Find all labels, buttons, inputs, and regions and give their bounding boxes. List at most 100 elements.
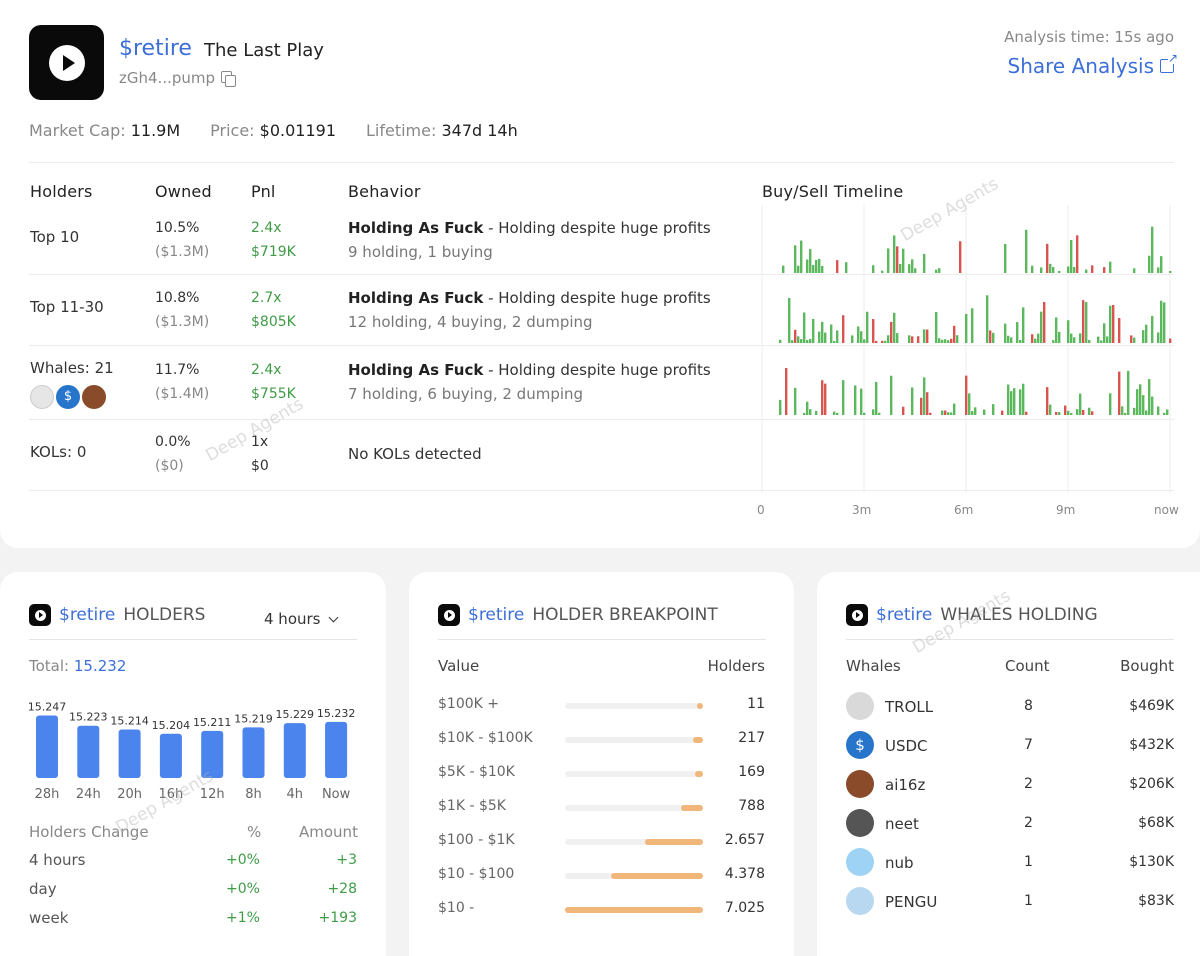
holders-bar — [242, 727, 265, 778]
timeline-bar — [1070, 412, 1073, 415]
nub-icon — [846, 848, 874, 876]
timeline-bar — [1004, 244, 1007, 273]
timeline-bar — [1151, 315, 1154, 343]
timeline-bar — [1151, 226, 1154, 273]
breakpoint-range: $1K - $5K — [438, 798, 506, 814]
timeline-bar — [836, 330, 839, 343]
timeline-bar — [1163, 302, 1166, 343]
timeline-bar — [1145, 410, 1148, 415]
breakpoint-count: 4.378 — [724, 866, 765, 882]
whale-count: 2 — [1024, 815, 1033, 831]
whale-count: 8 — [1024, 698, 1033, 714]
owned-usd: ($1.4M) — [155, 386, 210, 402]
timeline-bar — [923, 253, 926, 273]
bar-category-label: 16h — [159, 787, 184, 802]
whale-name: neet — [885, 815, 919, 833]
timeline-bar — [1157, 267, 1160, 273]
time-range-select[interactable]: 4 hours — [264, 610, 339, 628]
timeline-bar — [860, 331, 863, 343]
whale-name: ai16z — [885, 776, 926, 794]
timeline-bar — [899, 263, 902, 273]
behavior-whales: Holding As Fuck - Holding despite huge p… — [348, 358, 711, 406]
bar-category-label: 28h — [35, 787, 60, 802]
behavior-title: Holding As Fuck — [348, 289, 484, 307]
timeline-bar — [1055, 317, 1058, 343]
timeline-bar — [851, 335, 854, 343]
timeline-bar — [794, 329, 797, 343]
timeline-bar — [782, 265, 785, 273]
play-icon — [846, 604, 868, 626]
timeline-bar — [833, 340, 836, 343]
owned-usd: ($0) — [155, 458, 184, 474]
timeline-bar — [1130, 335, 1133, 343]
bar-value-label: 15.219 — [234, 712, 273, 725]
share-analysis-label: Share Analysis — [1007, 54, 1154, 78]
timeline-bar — [890, 375, 893, 415]
whale-avatars: $ — [30, 385, 106, 409]
timeline-bar — [1097, 336, 1100, 343]
holders-bar-chart: 15.247 28h 15.223 24h 15.214 20h 15.204 16h 15.2… — [28, 701, 356, 802]
timeline-bar — [968, 393, 971, 415]
change-amount: +28 — [327, 881, 357, 897]
token-ticker[interactable]: $retire — [119, 36, 192, 61]
timeline-bar — [836, 260, 839, 273]
timeline-bar — [1088, 407, 1091, 415]
pct-header: % — [247, 823, 262, 841]
timeline-bar — [1124, 412, 1127, 415]
breakpoint-bar-fill — [645, 839, 703, 845]
holders-total: Total: 15.232 — [29, 657, 126, 675]
timeline-bar — [1142, 330, 1145, 343]
timeline-bar — [812, 318, 815, 343]
share-analysis-link[interactable]: Share Analysis — [1007, 52, 1178, 78]
row-label-top10: Top 10 — [30, 228, 80, 246]
timeline-bar — [926, 329, 929, 343]
token-logo — [29, 25, 104, 100]
change-period: day — [29, 880, 57, 898]
timeline-tick: 6m — [954, 503, 974, 517]
timeline-bar — [1079, 393, 1082, 415]
timeline-bar — [1067, 320, 1070, 343]
holders-bar — [201, 730, 224, 778]
timeline-bar — [1109, 305, 1112, 343]
timeline-bar — [1058, 331, 1061, 343]
copy-icon[interactable] — [221, 70, 237, 87]
timeline-bar — [1163, 412, 1166, 415]
bar-value-label: 15.214 — [110, 715, 149, 728]
timeline-bar — [983, 409, 986, 415]
timeline-bar — [893, 235, 896, 273]
timeline-bar — [1019, 339, 1022, 343]
timeline-bar — [959, 241, 962, 273]
timeline-bar — [1133, 268, 1136, 273]
timeline-bar — [950, 412, 953, 415]
timeline-tick: 9m — [1056, 503, 1076, 517]
timeline-bar — [794, 387, 797, 415]
timeline-bar — [1148, 255, 1151, 273]
row-divider — [29, 345, 1174, 346]
timeline-bar — [1121, 406, 1124, 415]
timeline-bar — [1160, 300, 1163, 343]
breakpoint-bar-fill — [693, 737, 703, 743]
analysis-time: Analysis time: 15s ago — [1004, 28, 1174, 46]
timeline-bar — [1022, 307, 1025, 343]
timeline-bar — [1127, 370, 1130, 415]
timeline-bar — [1139, 384, 1142, 415]
breakpoint-bar-fill — [680, 805, 703, 811]
timeline-bar — [1010, 337, 1013, 343]
timeline-bar — [896, 333, 899, 343]
token-address[interactable]: zGh4...pump — [119, 69, 237, 87]
holders-card: $retire HOLDERS 4 hours Total: 15.232 15… — [0, 572, 386, 956]
breakpoint-bar-track — [565, 873, 703, 879]
owned-top11-30: 10.8% ($1.3M) — [155, 286, 209, 334]
card-ticker: $retire — [59, 605, 116, 625]
timeline-bar — [1142, 395, 1145, 415]
row-divider — [29, 490, 1174, 491]
timeline-bar — [1160, 256, 1163, 273]
timeline-bar — [818, 258, 821, 273]
timeline-bar — [1049, 404, 1052, 415]
breakpoint-range: $100 - $1K — [438, 832, 515, 848]
usdc-icon: $ — [56, 385, 80, 409]
external-link-icon — [1160, 52, 1178, 73]
owned-pct: 10.5% — [155, 220, 200, 236]
breakpoint-count: 2.657 — [724, 832, 765, 848]
timeline-bar — [875, 381, 878, 415]
